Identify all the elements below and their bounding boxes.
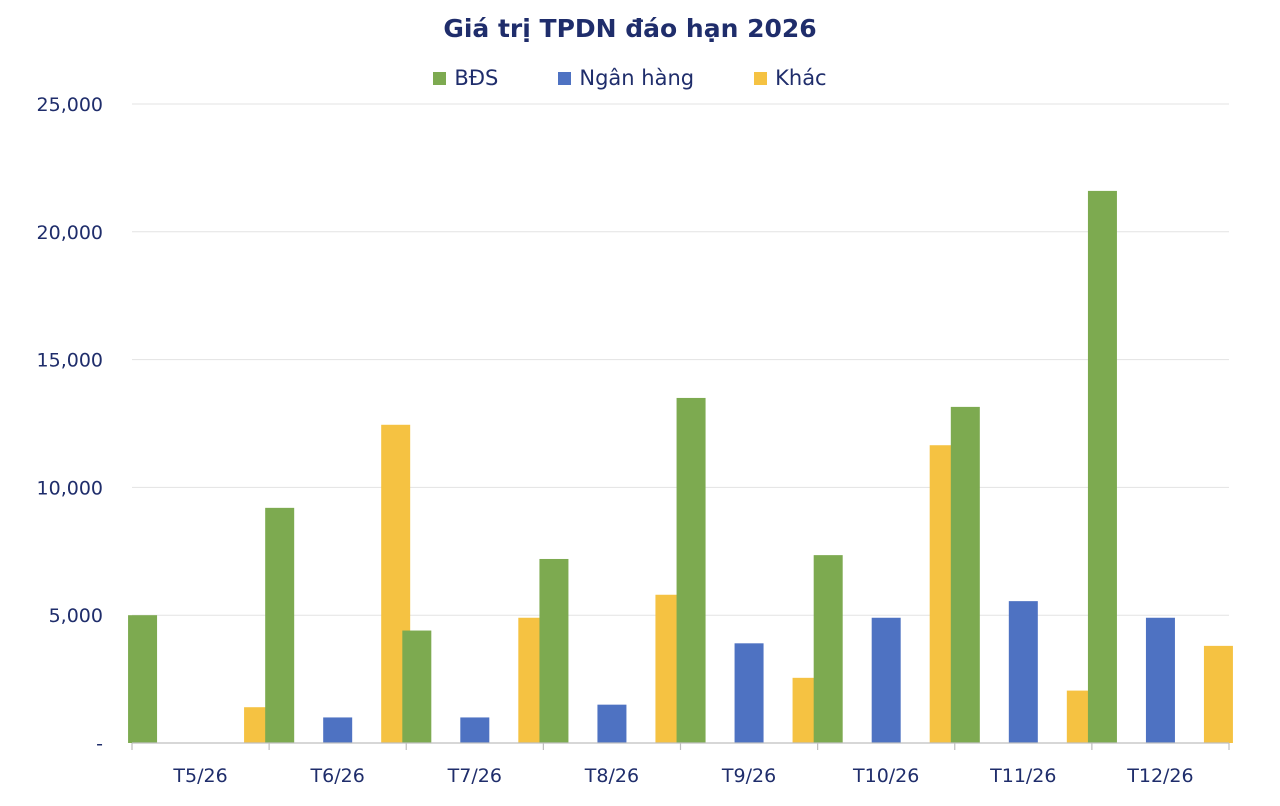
bar [676, 397, 706, 743]
x-axis [131, 742, 1230, 750]
bar [265, 507, 295, 743]
y-tick-label: 10,000 [37, 477, 103, 499]
x-tick-label: T8/26 [584, 765, 639, 787]
x-tick-label: T9/26 [721, 765, 776, 787]
legend-item-khac: Khác [754, 66, 827, 90]
bars [128, 190, 1233, 744]
bar [460, 717, 490, 743]
bar [323, 717, 353, 743]
y-tick-label: - [96, 733, 103, 755]
bar [950, 406, 980, 743]
bar [402, 630, 432, 743]
legend-swatch-ngan-hang [558, 71, 572, 85]
legend-item-ngan-hang: Ngân hàng [558, 66, 694, 90]
chart-title: Giá trị TPDN đáo hạn 2026 [443, 14, 817, 43]
bar [539, 558, 569, 743]
bar [734, 643, 764, 743]
bar [871, 617, 901, 743]
x-tick-labels: T5/26 T6/26 T7/26 T8/26 T9/26 T10/26 T11/26 T12… [172, 765, 1193, 787]
bar [1008, 601, 1038, 743]
y-tick-label: 15,000 [37, 350, 103, 372]
bar [813, 555, 843, 743]
legend-label-bds: BĐS [454, 66, 499, 90]
legend: BĐS Ngân hàng Khác [0, 66, 1260, 90]
x-tick-label: T6/26 [310, 765, 365, 787]
bar [597, 704, 627, 743]
x-tick-label: T7/26 [447, 765, 502, 787]
legend-swatch-bds [433, 71, 447, 85]
x-tick-label: T11/26 [989, 765, 1056, 787]
x-tick-label: T12/26 [1126, 765, 1193, 787]
legend-label-ngan-hang: Ngân hàng [579, 66, 695, 90]
y-tick-labels: - 5,000 10,000 15,000 20,000 25,000 [37, 94, 103, 755]
legend-item-bds: BĐS [433, 66, 498, 90]
legend-swatch-khac [754, 71, 768, 85]
y-tick-label: 20,000 [37, 222, 103, 244]
x-tick-label: T5/26 [172, 765, 227, 787]
y-tick-label: 5,000 [49, 605, 103, 627]
bar [1145, 617, 1175, 743]
legend-label-khac: Khác [775, 66, 827, 90]
bar [128, 615, 158, 743]
bar [1087, 190, 1117, 744]
x-tick-label: T10/26 [852, 765, 919, 787]
y-tick-label: 25,000 [37, 94, 103, 116]
bar [1203, 645, 1233, 743]
